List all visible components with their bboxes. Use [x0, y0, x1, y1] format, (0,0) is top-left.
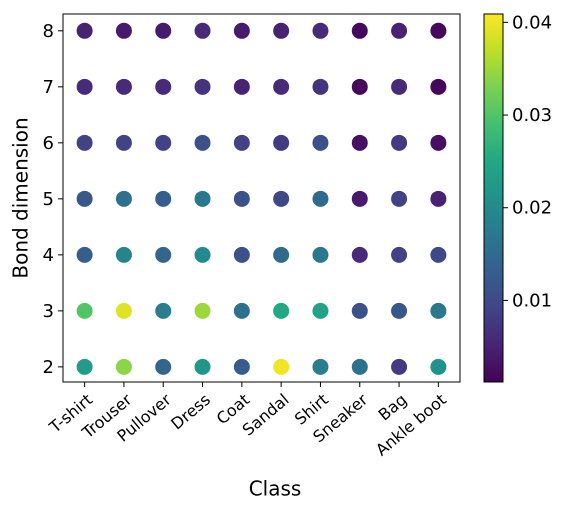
y-tick-label: 2 [43, 357, 54, 378]
point [391, 302, 408, 319]
point [115, 22, 132, 39]
point [155, 302, 172, 319]
y-tick-label: 8 [43, 21, 54, 42]
point [194, 22, 211, 39]
point [391, 78, 408, 95]
point [155, 358, 172, 375]
point [312, 22, 329, 39]
point [351, 358, 368, 375]
point [351, 78, 368, 95]
point [76, 358, 93, 375]
point [351, 22, 368, 39]
point [155, 78, 172, 95]
point [115, 246, 132, 263]
point [76, 190, 93, 207]
y-tick-label: 3 [43, 301, 54, 322]
point [430, 246, 447, 263]
x-axis-label: Class [249, 477, 302, 501]
point [194, 246, 211, 263]
point [115, 190, 132, 207]
point [233, 22, 250, 39]
point [430, 190, 447, 207]
point [391, 358, 408, 375]
point [312, 246, 329, 263]
point [194, 358, 211, 375]
point [430, 358, 447, 375]
plot-frame [62, 13, 461, 383]
point [273, 358, 290, 375]
colorbar-tick-label: 0.01 [512, 290, 552, 311]
point [233, 190, 250, 207]
point [391, 190, 408, 207]
point [155, 190, 172, 207]
point [430, 134, 447, 151]
y-tick-label: 4 [43, 245, 54, 266]
y-tick-label: 5 [43, 189, 54, 210]
colorbar-tick-label: 0.03 [512, 105, 552, 126]
point [273, 78, 290, 95]
point [351, 302, 368, 319]
point [155, 22, 172, 39]
point [155, 134, 172, 151]
point [351, 190, 368, 207]
point [430, 78, 447, 95]
point [391, 22, 408, 39]
point [194, 78, 211, 95]
point [76, 134, 93, 151]
point [233, 302, 250, 319]
point [351, 134, 368, 151]
point [273, 246, 290, 263]
point [155, 246, 172, 263]
point [233, 134, 250, 151]
colorbar [483, 13, 504, 383]
colorbar-tick-label: 0.02 [512, 198, 552, 219]
point [312, 190, 329, 207]
x-tick-label: Dress [167, 390, 214, 434]
point [194, 302, 211, 319]
point [115, 302, 132, 319]
point [233, 246, 250, 263]
point [194, 134, 211, 151]
point [430, 302, 447, 319]
x-tick-label: Ankle boot [372, 390, 450, 460]
point [391, 246, 408, 263]
point [273, 190, 290, 207]
point [312, 302, 329, 319]
point [312, 78, 329, 95]
y-tick-label: 6 [43, 133, 54, 154]
point [115, 78, 132, 95]
point [76, 78, 93, 95]
point [430, 22, 447, 39]
point [351, 246, 368, 263]
y-axis-label: Bond dimension [9, 117, 33, 278]
point [273, 302, 290, 319]
point [391, 134, 408, 151]
point [233, 78, 250, 95]
y-tick-label: 7 [43, 77, 54, 98]
point [76, 302, 93, 319]
point [115, 358, 132, 375]
point [194, 190, 211, 207]
point [273, 22, 290, 39]
point [115, 134, 132, 151]
point [312, 134, 329, 151]
point [76, 246, 93, 263]
colorbar-tick-label: 0.04 [512, 12, 552, 33]
point [312, 358, 329, 375]
point [233, 358, 250, 375]
point [76, 22, 93, 39]
point [273, 134, 290, 151]
